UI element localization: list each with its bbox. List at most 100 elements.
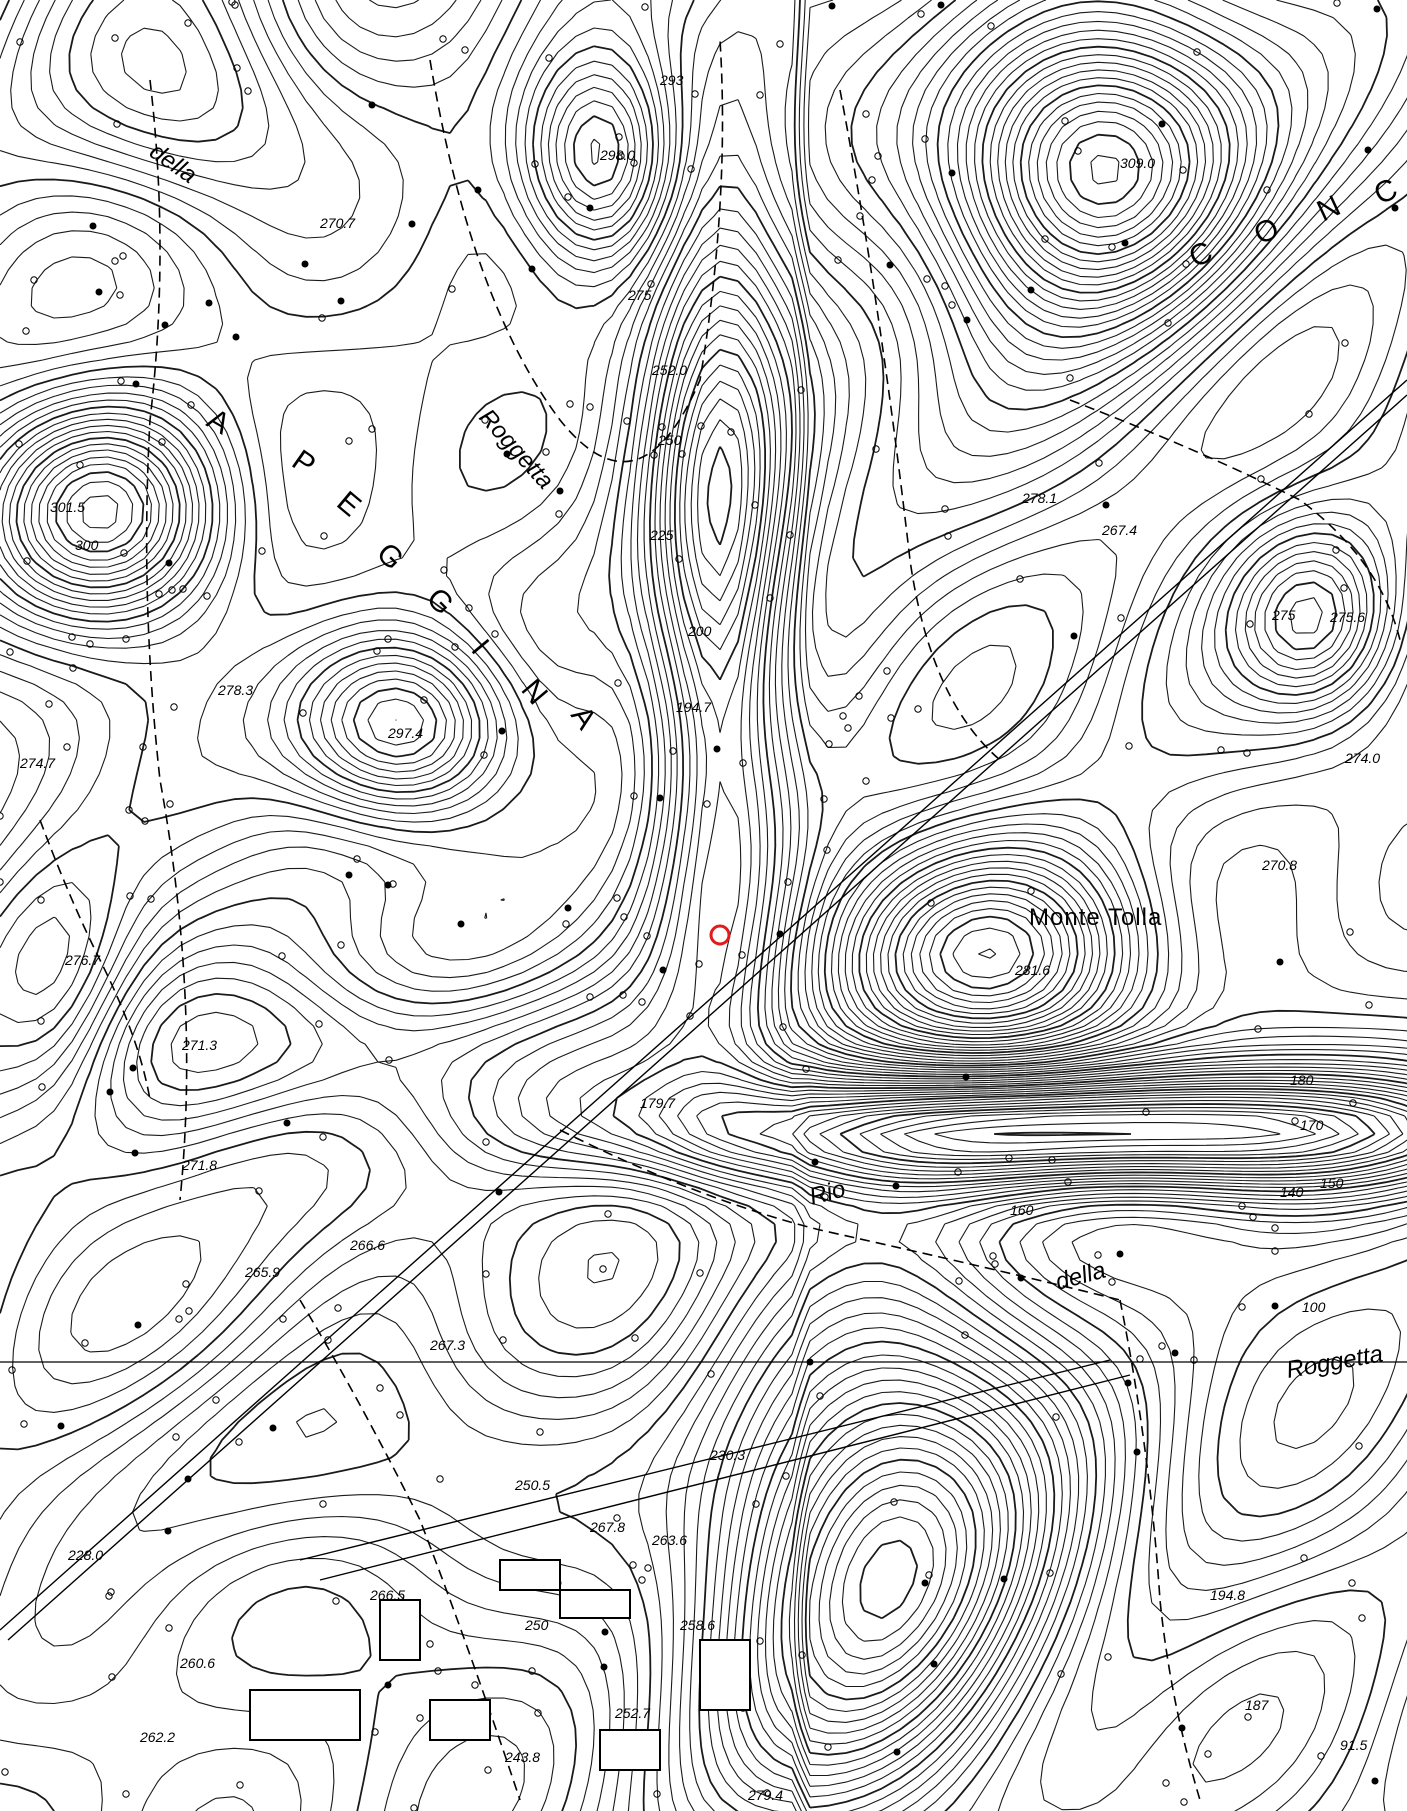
vegetation-symbol — [1348, 1579, 1356, 1587]
vegetation-symbol — [855, 692, 863, 700]
vegetation-symbol — [825, 740, 833, 748]
vegetation-symbol — [798, 1651, 806, 1659]
survey-point — [921, 1579, 929, 1587]
survey-point — [564, 904, 572, 912]
vegetation-symbol — [166, 800, 174, 808]
survey-point — [1070, 632, 1078, 640]
vegetation-symbol — [697, 422, 705, 430]
vegetation-symbol — [324, 1336, 332, 1344]
vegetation-symbol — [318, 314, 326, 322]
survey-point — [132, 380, 140, 388]
vegetation-symbol — [536, 1428, 544, 1436]
vegetation-symbol — [117, 377, 125, 385]
vegetation-symbol — [638, 998, 646, 1006]
elevation-label: 274.0 — [1344, 750, 1380, 766]
survey-point — [498, 727, 506, 735]
contour-line — [0, 0, 1388, 1039]
vegetation-symbol — [820, 795, 828, 803]
elevation-labels: 293 298.0 270.7 275 252.0 250 225 200 194.7 301.5… — [19, 72, 1380, 1803]
vegetation-symbol — [883, 667, 891, 675]
vegetation-symbol — [1358, 1614, 1366, 1622]
vegetation-symbol — [653, 1790, 661, 1798]
vegetation-symbol — [650, 451, 658, 459]
vegetation-symbol — [37, 896, 45, 904]
vegetation-symbol — [1005, 1154, 1013, 1162]
vegetation-symbol — [37, 1017, 45, 1025]
elevation-label: 228.0 — [67, 1547, 103, 1563]
vegetation-symbol — [824, 1743, 832, 1751]
vegetation-symbol — [917, 10, 925, 18]
vegetation-symbol — [782, 1472, 790, 1480]
vegetation-symbol — [989, 1252, 997, 1260]
elevation-label: 267.4 — [1101, 522, 1137, 538]
vegetation-symbol — [954, 1168, 962, 1176]
vegetation-symbol — [1271, 1224, 1279, 1232]
vegetation-symbol — [641, 3, 649, 11]
contour-line — [545, 319, 1407, 1811]
contour-line — [15, 0, 1337, 1020]
contour-line — [150, 275, 1407, 1811]
vegetation-symbol — [941, 282, 949, 290]
vegetation-symbol — [727, 428, 735, 436]
vegetation-symbol — [948, 301, 956, 309]
vegetation-symbol — [337, 941, 345, 949]
vegetation-symbol — [703, 800, 711, 808]
contour-line — [30, 20, 1258, 1010]
vegetation-symbol — [756, 1637, 764, 1645]
vegetation-symbol — [834, 256, 842, 264]
vegetation-symbol — [155, 590, 163, 598]
vegetation-symbol — [1254, 1025, 1262, 1033]
contour-line — [612, 348, 1407, 1811]
dashed-track — [429, 39, 724, 463]
contour-line — [1019, 84, 1191, 255]
contour-line — [517, 305, 1407, 1811]
vegetation-symbol — [481, 416, 489, 424]
vegetation-symbol — [111, 257, 119, 265]
vegetation-symbol — [373, 647, 381, 655]
vegetation-symbol — [233, 64, 241, 72]
elevation-label: 298.0 — [599, 147, 635, 163]
building — [559, 1589, 631, 1619]
elevation-label: 250 — [524, 1617, 549, 1633]
survey-point — [659, 966, 667, 974]
elevation-label: 230.3 — [709, 1447, 745, 1463]
vegetation-symbol — [752, 1500, 760, 1508]
vegetation-symbol — [116, 291, 124, 299]
vegetation-symbol — [987, 22, 995, 30]
elevation-label: 200 — [687, 623, 712, 639]
building — [429, 1699, 491, 1741]
vegetation-symbol — [69, 664, 77, 672]
vegetation-symbol — [816, 1392, 824, 1400]
vegetation-symbol — [604, 1210, 612, 1218]
vegetation-symbol — [542, 448, 550, 456]
vegetation-symbol — [1142, 1108, 1150, 1116]
survey-point — [1391, 204, 1399, 212]
vegetation-symbol — [1, 1768, 9, 1776]
elevation-label: 260.6 — [179, 1655, 215, 1671]
vegetation-symbol — [76, 461, 84, 469]
vegetation-symbol — [279, 1315, 287, 1323]
vegetation-symbol — [586, 993, 594, 1001]
vegetation-symbol — [695, 960, 703, 968]
vegetation-symbol — [658, 423, 666, 431]
contour-line — [0, 0, 1407, 1054]
vegetation-symbol — [1332, 546, 1340, 554]
vegetation-symbol — [630, 792, 638, 800]
vegetation-symbol — [147, 895, 155, 903]
vegetation-symbol — [1243, 749, 1251, 757]
vegetation-symbol — [531, 160, 539, 168]
survey-point — [1116, 1250, 1124, 1258]
survey-point — [457, 920, 465, 928]
contour-line — [801, 1121, 1281, 1713]
vegetation-symbol — [630, 159, 638, 167]
contour-line — [23, 11, 1323, 1015]
vegetation-symbol — [235, 1438, 243, 1446]
contour-line — [749, 1091, 1407, 1798]
elevation-label: 252.0 — [651, 362, 687, 378]
vegetation-symbol — [534, 1709, 542, 1717]
vegetation-symbol — [165, 1624, 173, 1632]
elevation-label: 250.5 — [514, 1477, 550, 1493]
contour-line — [55, 45, 1231, 990]
contour-line — [772, 1099, 1390, 1766]
